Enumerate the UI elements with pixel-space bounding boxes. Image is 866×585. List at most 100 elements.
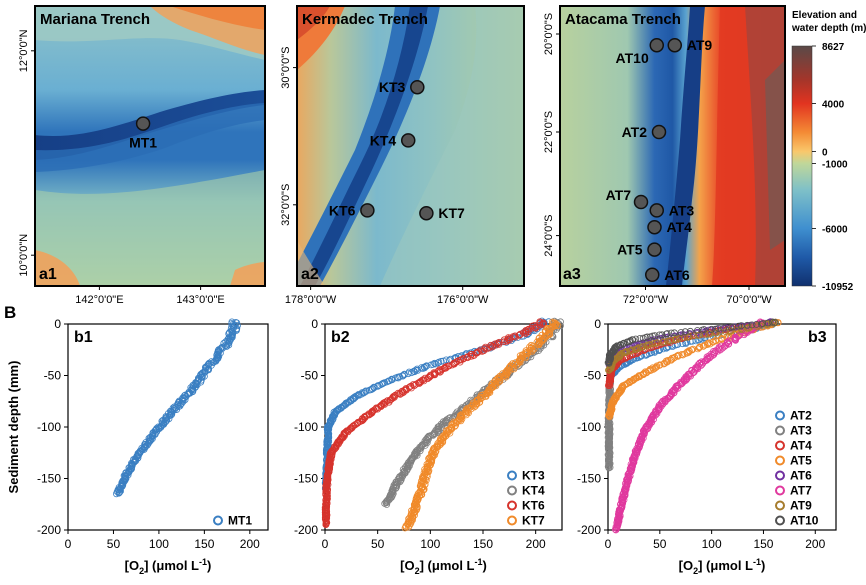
data-point (606, 413, 613, 421)
site-label-kt7: KT7 (438, 205, 465, 221)
data-point (426, 372, 434, 380)
site-label-at10: AT10 (616, 50, 649, 66)
data-point (605, 382, 612, 390)
map-a2-x-ticks: 178°0'0"W 176°0'0"W (285, 286, 489, 306)
site-marker-at5 (647, 242, 662, 257)
data-point (492, 382, 500, 390)
legend-marker-at6 (775, 470, 785, 481)
data-point (465, 409, 473, 417)
chart-b3-tag: b3 (808, 329, 827, 346)
data-point (678, 350, 686, 358)
site-label-at4: AT4 (667, 219, 693, 235)
data-point (745, 324, 752, 332)
x-tick-label: 150 (194, 537, 214, 551)
site-marker-kt6 (360, 203, 375, 218)
data-point (712, 325, 719, 333)
x-tick-label: 200 (526, 537, 546, 551)
map-a3-frame (559, 5, 786, 287)
data-point (400, 388, 408, 396)
data-point (694, 332, 702, 339)
legend-marker-at3 (775, 425, 785, 436)
chart-b3-xlabel: [O2] (μmol L-1) (679, 557, 766, 576)
map-a2-frame (296, 5, 525, 287)
data-point (644, 367, 652, 375)
map-a1-x-ticks: 142°0'0"E 143°0'0"E (75, 286, 225, 306)
data-point (681, 328, 689, 336)
data-point (448, 361, 456, 369)
data-point (349, 395, 357, 403)
data-point (528, 347, 536, 355)
data-point (759, 320, 767, 327)
data-point (738, 326, 746, 334)
data-point (512, 333, 519, 341)
legend-label-kt6: KT6 (522, 499, 545, 513)
data-point (708, 325, 715, 333)
data-point (501, 372, 509, 380)
y-tick-label: 0 (594, 317, 601, 331)
data-point (381, 400, 389, 408)
chart-b1-ylabel: Sediment depth (mm) (6, 361, 21, 494)
data-point (467, 403, 475, 410)
data-point (488, 380, 496, 388)
site-marker-at9 (667, 37, 682, 53)
data-point (677, 329, 685, 336)
site-marker-at10 (649, 37, 664, 53)
data-point (605, 464, 613, 472)
map-a1-sites: MT1 (129, 116, 157, 151)
data-point (660, 360, 668, 368)
legend-label-kt3: KT3 (522, 469, 545, 483)
data-point (437, 368, 445, 376)
map-a2-x-tick-label: 178°0'0"W (285, 294, 337, 306)
map-a3-tag: a3 (563, 266, 581, 283)
data-point (769, 318, 776, 326)
data-point (606, 460, 613, 468)
y-tick-label: 0 (54, 317, 61, 331)
legend-label-at3: AT3 (790, 424, 812, 438)
site-label-kt4: KT4 (370, 132, 397, 148)
data-point (502, 369, 510, 377)
x-tick-label: 0 (322, 537, 329, 551)
data-point (758, 320, 765, 328)
site-marker-at7 (633, 194, 649, 210)
site-label-mt1: MT1 (129, 135, 157, 151)
legend-marker-kt7 (507, 515, 517, 526)
map-a3-x-tick-label: 70°0'0"W (726, 294, 772, 306)
series-mt1 (113, 318, 241, 498)
data-point (532, 324, 540, 332)
legend-marker-at2 (775, 410, 785, 421)
data-point (425, 374, 433, 381)
data-point (663, 330, 670, 338)
site-marker-kt4 (400, 133, 416, 148)
data-point (516, 357, 523, 365)
map-a3-x-tick-label: 72°0'0"W (623, 294, 669, 306)
data-point (715, 345, 723, 353)
data-point (205, 366, 213, 374)
data-point (664, 337, 672, 345)
data-point (651, 332, 659, 340)
data-point (636, 335, 644, 342)
chart-b2-xlabel: [O2] (μmol L-1) (400, 557, 487, 576)
data-point (387, 494, 395, 501)
legend-marker-at9 (775, 500, 785, 511)
site-label-at5: AT5 (617, 242, 643, 258)
data-point (649, 340, 657, 348)
colorbar-label: 4000 (822, 100, 845, 111)
data-point (365, 386, 373, 394)
data-point (530, 345, 538, 353)
chart-b1-xlabel: [O2] (μmol L-1) (125, 557, 212, 576)
map-a1-y-ticks: 12°0'0"N 10°0'0"N (18, 29, 35, 277)
data-point (734, 326, 742, 334)
data-point (374, 382, 382, 390)
data-point (720, 324, 727, 332)
data-point (500, 371, 508, 379)
site-marker-at2 (651, 124, 667, 140)
map-a3-y-tick-label: 24°0'0"S (543, 214, 555, 256)
map-a1: Mariana Trench a1 142°0'0"E 143°0'0"E 12°… (18, 5, 266, 306)
data-point (357, 417, 365, 425)
data-point (631, 346, 639, 354)
data-point (175, 399, 182, 407)
y-tick-label: -150 (294, 472, 318, 486)
data-point (605, 366, 613, 374)
data-point (414, 366, 422, 374)
